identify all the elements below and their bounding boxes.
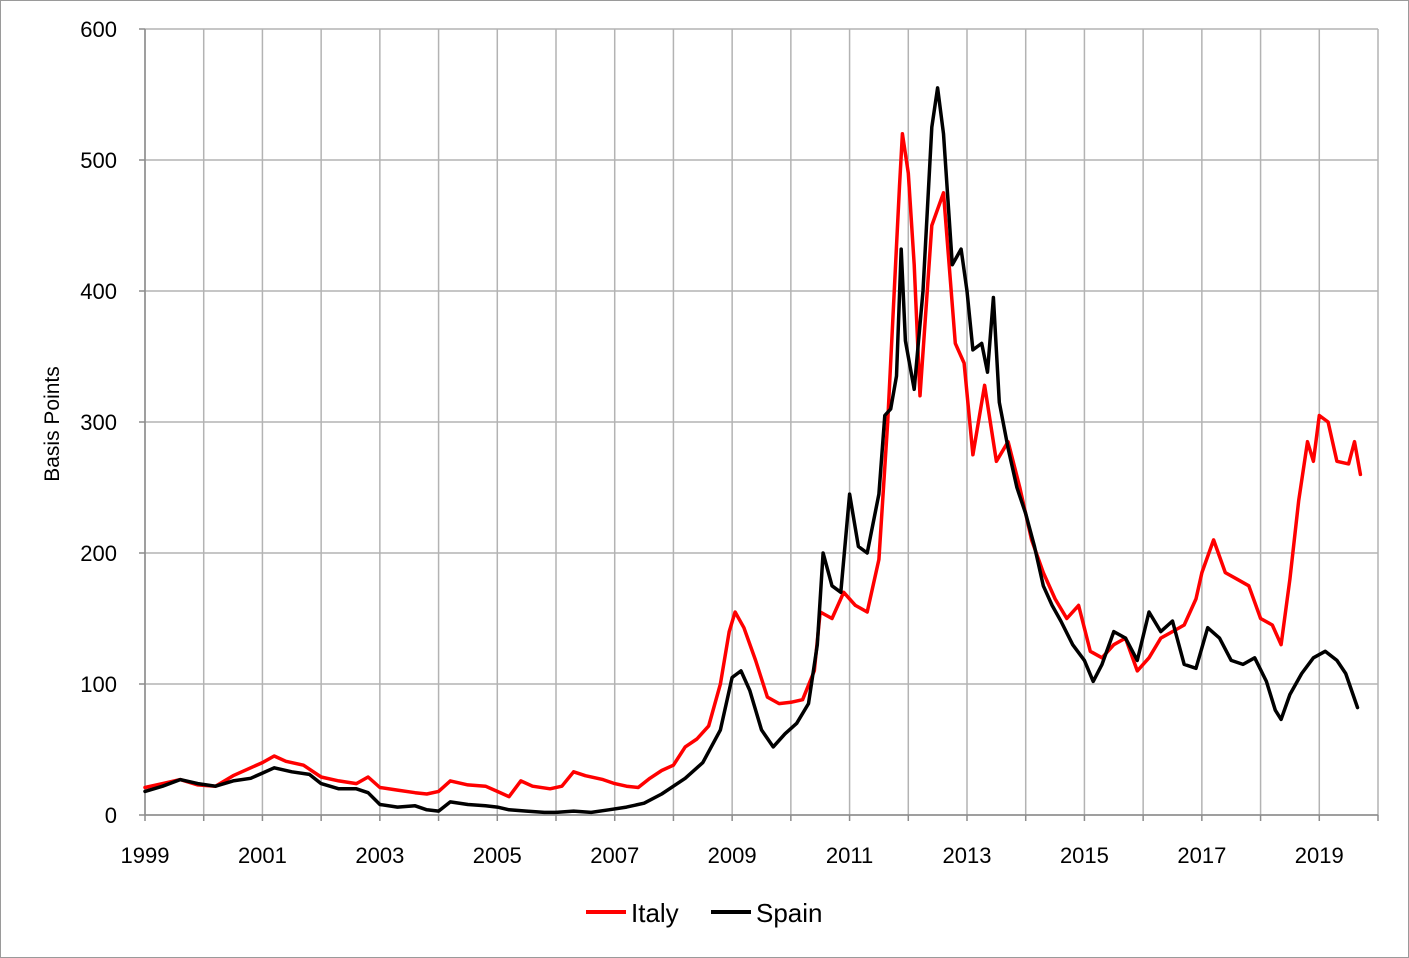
y-tick-label: 200 (80, 541, 117, 566)
x-tick-label: 2011 (826, 843, 873, 868)
y-tick-label: 300 (80, 410, 117, 435)
x-tick-label: 2001 (238, 843, 287, 868)
x-tick-label: 2019 (1295, 843, 1344, 868)
legend-label-spain: Spain (756, 898, 823, 928)
legend: Italy Spain (586, 898, 823, 928)
x-tick-label: 1999 (121, 843, 170, 868)
y-tick-label: 500 (80, 148, 117, 173)
y-tick-labels: 0 100 200 300 400 500 600 (80, 17, 117, 828)
y-axis-title: Basis Points (41, 366, 64, 482)
x-tick-label: 2003 (355, 843, 404, 868)
y-tick-label: 600 (80, 17, 117, 42)
y-tick-label: 100 (80, 672, 117, 697)
series-layer (143, 86, 1363, 815)
x-tick-label: 2017 (1177, 843, 1226, 868)
legend-label-italy: Italy (631, 898, 679, 928)
x-tick-label: 2015 (1060, 843, 1109, 868)
y-tick-label: 0 (105, 803, 117, 828)
x-tick-label: 2005 (473, 843, 522, 868)
gridlines (144, 28, 1379, 816)
x-tick-label: 2007 (590, 843, 639, 868)
series-line-italy (143, 132, 1363, 799)
x-tick-label: 2009 (708, 843, 757, 868)
series-line-spain (143, 86, 1360, 815)
x-tick-label: 2013 (943, 843, 992, 868)
y-tick-label: 400 (80, 279, 117, 304)
axes (139, 28, 1379, 821)
x-tick-labels: 1999 2001 2003 2005 2007 2009 2011 2013 2015 2017… (121, 843, 1344, 868)
